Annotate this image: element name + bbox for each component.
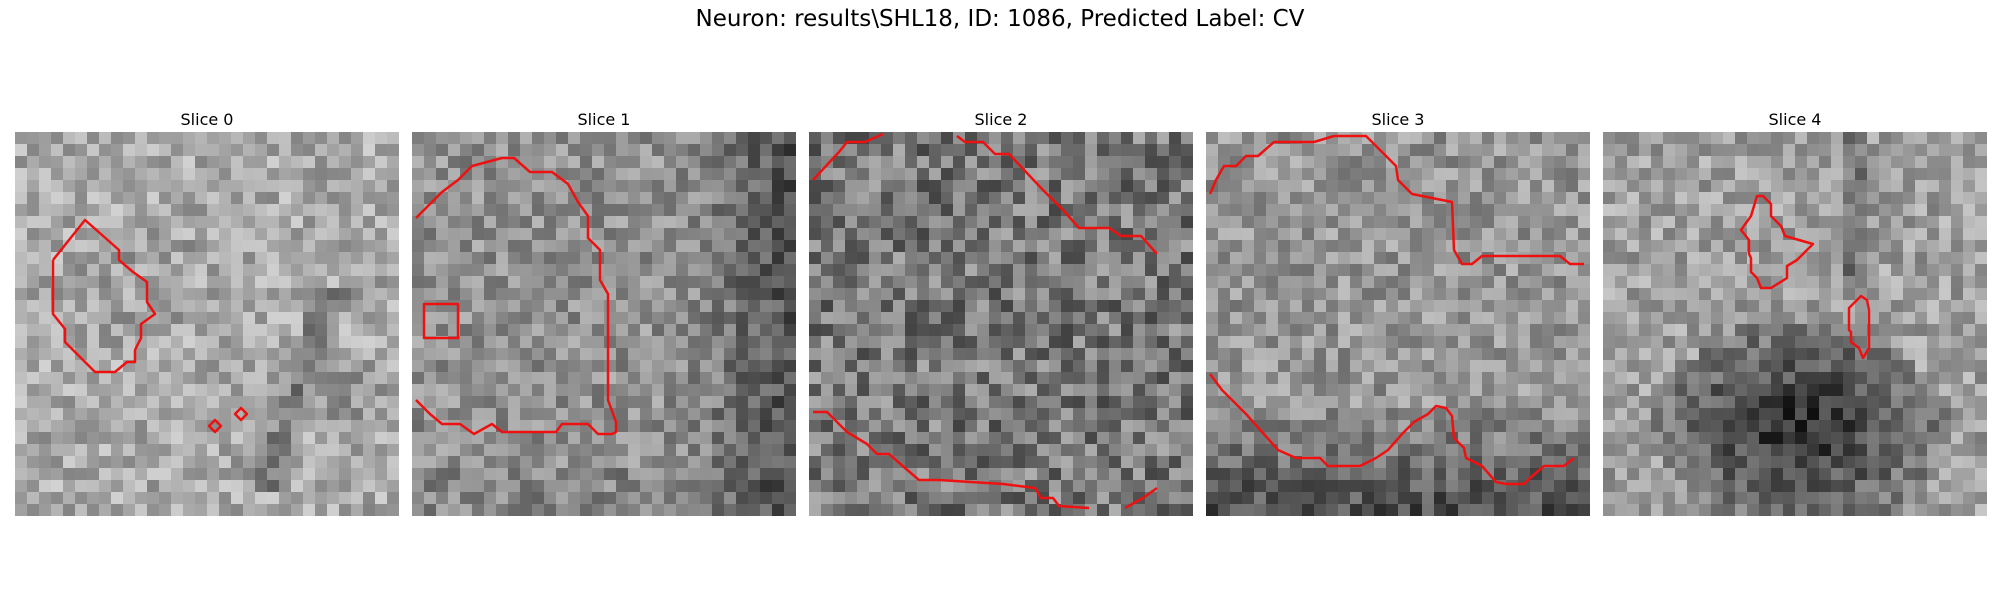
contour-line	[812, 132, 884, 181]
slice-pixels-1	[412, 132, 796, 516]
contour-line	[956, 135, 1158, 255]
slice-panel-1: Slice 1	[412, 110, 796, 516]
contour-line	[813, 410, 1090, 510]
slice-title-4: Slice 4	[1768, 110, 1822, 129]
slice-title-1: Slice 1	[577, 110, 631, 129]
contour-line	[415, 156, 618, 436]
slice-pixels-3	[1206, 132, 1590, 516]
slice-pixels-2	[809, 132, 1193, 516]
slice-title-0: Slice 0	[180, 110, 234, 129]
contour-group-0	[51, 218, 249, 434]
contour-line	[1124, 486, 1158, 510]
slice-panel-3: Slice 3	[1206, 110, 1590, 516]
slice-image-0	[15, 132, 399, 516]
slice-panel-2: Slice 2	[809, 110, 1193, 516]
contour-marker	[1739, 194, 1815, 290]
slice-pixels-4	[1603, 132, 1987, 516]
figure-title: Neuron: results\SHL18, ID: 1086, Predict…	[695, 6, 1305, 32]
contour-group-2	[812, 132, 1158, 510]
slice-image-2	[809, 132, 1193, 516]
contour-line	[51, 218, 157, 374]
slice-image-1	[412, 132, 796, 516]
slice-image-4	[1603, 132, 1987, 516]
slice-title-2: Slice 2	[974, 110, 1028, 129]
contour-marker	[233, 406, 249, 422]
slice-image-3	[1206, 132, 1590, 516]
slice-panel-4: Slice 4	[1603, 110, 1987, 516]
contour-group-3	[1208, 134, 1584, 486]
contour-group-4	[1739, 194, 1871, 360]
contour-group-1	[415, 156, 618, 436]
contour-marker	[207, 418, 223, 434]
contour-line	[1209, 373, 1575, 486]
contour-marker	[422, 302, 460, 340]
slice-panel-0: Slice 0	[15, 110, 399, 516]
slice-pixels-0	[15, 132, 399, 516]
slice-title-3: Slice 3	[1371, 110, 1425, 129]
contour-marker	[1847, 294, 1871, 360]
contour-line	[1208, 134, 1584, 266]
